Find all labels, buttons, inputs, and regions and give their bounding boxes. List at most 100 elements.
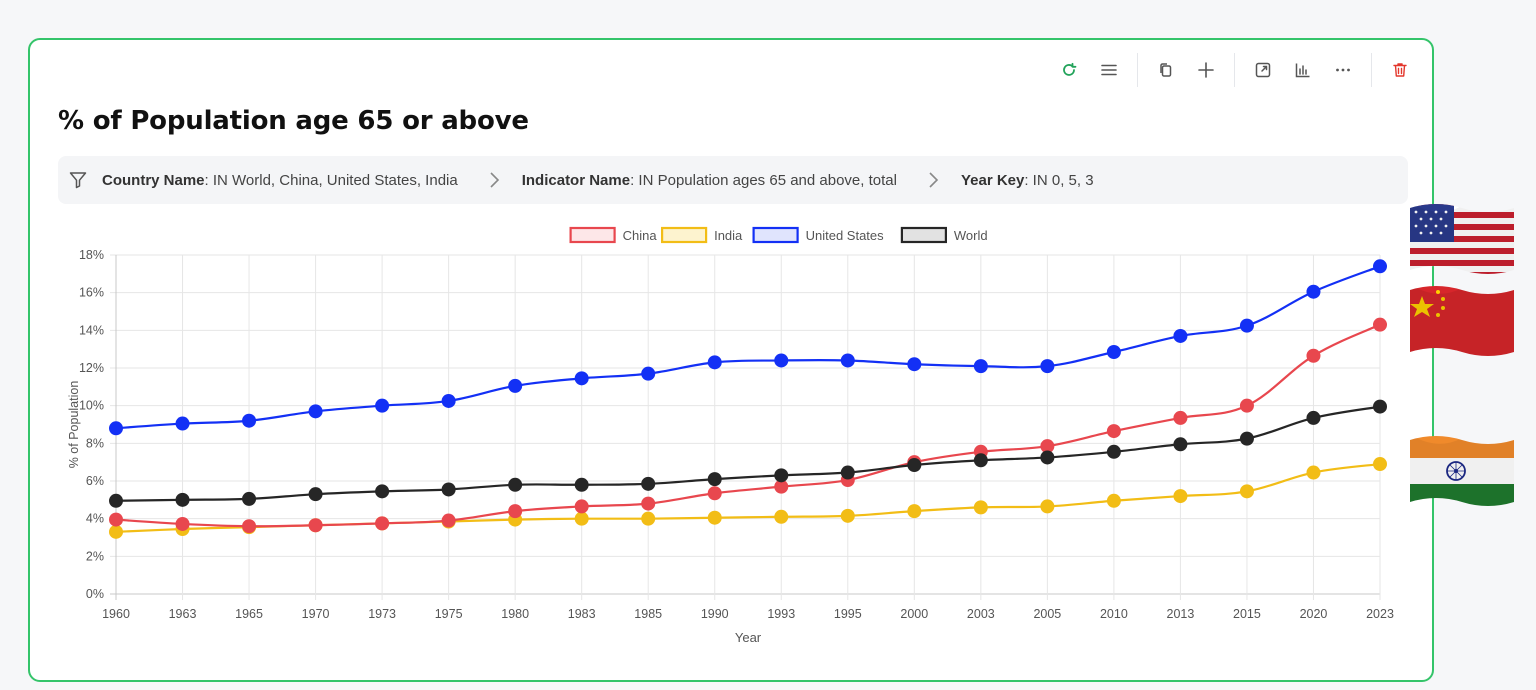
y-tick-label: 16% xyxy=(79,286,104,300)
filter-value: : IN 0, 5, 3 xyxy=(1024,171,1094,189)
toolbar-divider xyxy=(1371,53,1372,87)
data-point-world xyxy=(774,468,789,483)
copy-button[interactable] xyxy=(1146,56,1186,84)
y-tick-label: 10% xyxy=(79,399,104,413)
x-tick-label: 1960 xyxy=(102,607,130,621)
legend-swatch-china xyxy=(569,226,616,244)
x-tick-label: 1985 xyxy=(634,607,662,621)
y-tick-label: 6% xyxy=(86,474,104,488)
data-point-china xyxy=(707,486,722,501)
data-point-united-states xyxy=(840,353,855,368)
y-tick-label: 4% xyxy=(86,512,104,526)
data-point-world xyxy=(242,491,257,506)
data-point-world xyxy=(508,477,523,492)
refresh-icon xyxy=(1063,62,1077,76)
filter-country[interactable]: Country Name: IN World, China, United St… xyxy=(102,172,458,189)
delete-button[interactable] xyxy=(1380,56,1420,84)
x-tick-label: 2013 xyxy=(1167,607,1195,621)
y-tick-label: 8% xyxy=(86,436,104,450)
menu-button[interactable] xyxy=(1089,56,1129,84)
data-point-india xyxy=(840,508,855,523)
data-point-world xyxy=(375,484,390,499)
x-tick-label: 1993 xyxy=(767,607,795,621)
legend-label-united-states: United States xyxy=(806,228,885,243)
plus-icon xyxy=(1198,62,1214,78)
data-point-world xyxy=(1173,437,1188,452)
legend-label-india: India xyxy=(714,228,743,243)
legend-label-world: World xyxy=(954,228,988,243)
add-button[interactable] xyxy=(1186,56,1226,84)
x-tick-label: 1983 xyxy=(568,607,596,621)
data-point-world xyxy=(109,493,123,508)
data-point-united-states xyxy=(1373,259,1387,274)
data-point-world xyxy=(1106,444,1121,459)
data-point-world xyxy=(707,472,722,487)
y-tick-label: 14% xyxy=(79,323,104,337)
data-point-world xyxy=(907,457,922,472)
expand-button[interactable] xyxy=(1243,56,1283,84)
data-point-china xyxy=(508,504,523,519)
chart-bars-icon xyxy=(1295,63,1310,78)
x-tick-label: 1965 xyxy=(235,607,263,621)
x-tick-label: 1973 xyxy=(368,607,396,621)
filter-bar: Country Name: IN World, China, United St… xyxy=(58,156,1408,204)
more-button[interactable] xyxy=(1323,56,1363,84)
y-tick-label: 18% xyxy=(79,248,104,262)
menu-icon xyxy=(1101,64,1117,76)
x-tick-label: 1990 xyxy=(701,607,729,621)
data-point-united-states xyxy=(641,366,656,381)
data-point-united-states xyxy=(707,355,722,370)
data-point-world xyxy=(840,465,855,480)
chevron-right-icon xyxy=(927,171,939,189)
data-point-united-states xyxy=(907,357,922,372)
china-flag-icon xyxy=(1410,286,1514,356)
data-point-world xyxy=(1239,431,1254,446)
y-tick-label: 2% xyxy=(86,549,104,563)
data-point-china xyxy=(1106,424,1121,439)
trash-icon xyxy=(1393,63,1407,77)
data-point-united-states xyxy=(774,353,789,368)
page-background: % of Population age 65 or above Country … xyxy=(10,14,1514,684)
data-point-china xyxy=(774,479,789,494)
data-point-united-states xyxy=(375,398,390,413)
data-point-united-states xyxy=(973,359,988,374)
x-tick-label: 1980 xyxy=(501,607,529,621)
chart-card: % of Population age 65 or above Country … xyxy=(28,38,1434,682)
refresh-button[interactable] xyxy=(1049,56,1089,84)
data-point-united-states xyxy=(1040,359,1055,374)
x-tick-label: 1963 xyxy=(169,607,197,621)
data-point-world xyxy=(574,477,589,492)
data-point-united-states xyxy=(242,413,257,428)
x-tick-label: 1975 xyxy=(435,607,463,621)
data-point-china xyxy=(109,512,123,527)
chart-title: % of Population age 65 or above xyxy=(58,106,529,136)
filter-key: Indicator Name xyxy=(521,171,631,189)
data-point-world xyxy=(1040,450,1055,465)
data-point-india xyxy=(774,509,789,524)
data-point-world xyxy=(1373,399,1387,414)
more-icon xyxy=(1336,68,1350,72)
data-point-china xyxy=(1040,439,1055,454)
data-point-india xyxy=(1040,499,1055,514)
copy-icon xyxy=(1160,63,1172,77)
data-point-india xyxy=(1306,465,1321,480)
data-point-world xyxy=(973,453,988,468)
data-point-india xyxy=(109,524,123,539)
filter-year[interactable]: Year Key: IN 0, 5, 3 xyxy=(961,172,1094,189)
data-point-india xyxy=(1106,493,1121,508)
data-point-united-states xyxy=(1239,318,1254,333)
chart-type-button[interactable] xyxy=(1283,56,1323,84)
data-point-india xyxy=(973,500,988,515)
x-tick-label: 2010 xyxy=(1100,607,1128,621)
data-point-india xyxy=(1373,457,1387,472)
filter-indicator[interactable]: Indicator Name: IN Population ages 65 an… xyxy=(522,172,897,189)
x-tick-label: 1970 xyxy=(302,607,330,621)
legend-swatch-world xyxy=(900,226,948,244)
legend-label-china: China xyxy=(623,228,658,243)
legend-swatch-united-states xyxy=(752,226,799,244)
filter-icon xyxy=(68,170,88,190)
x-axis-title: Year xyxy=(735,630,762,645)
series-line-india xyxy=(115,462,1381,533)
data-point-india xyxy=(1173,489,1188,504)
data-point-united-states xyxy=(1306,284,1321,299)
